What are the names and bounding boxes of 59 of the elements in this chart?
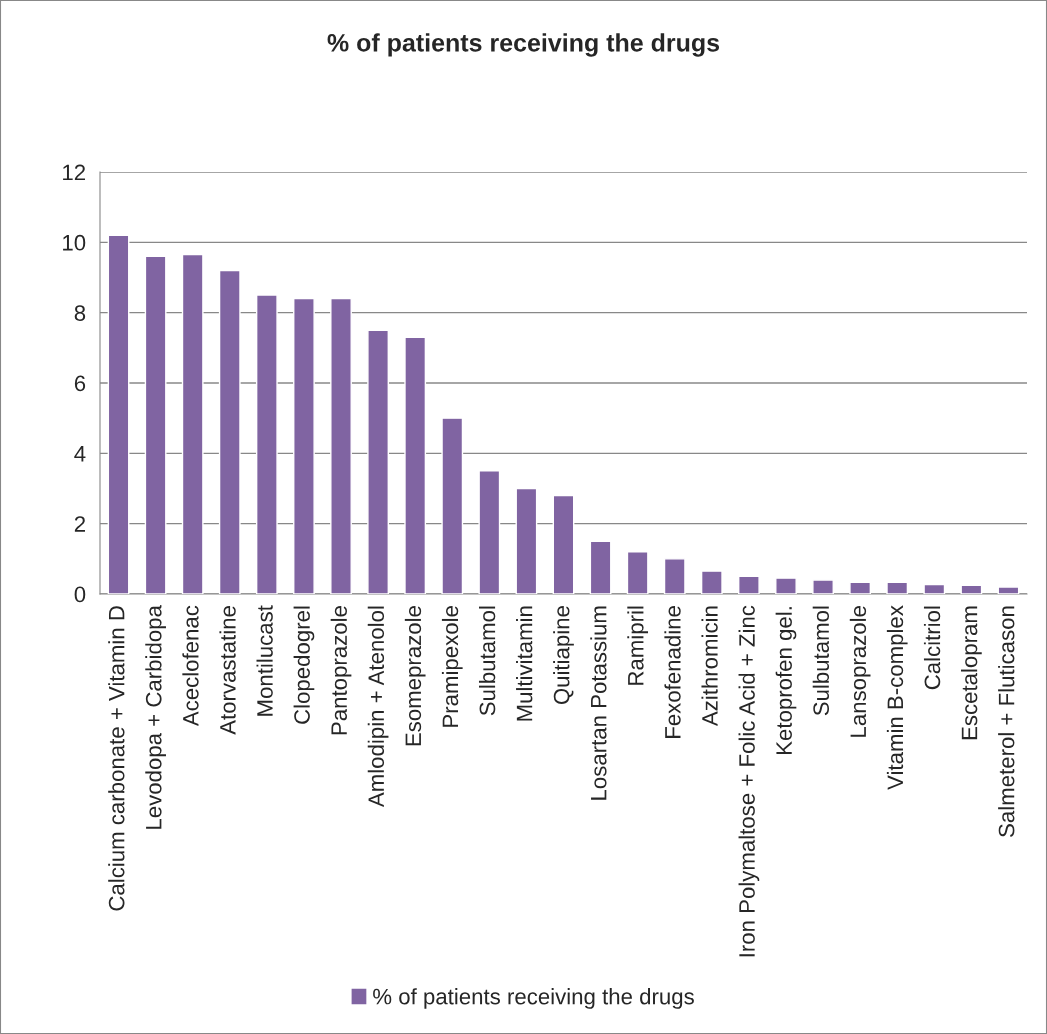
x-tick-label: Multivitamin bbox=[516, 606, 533, 721]
x-tick-label: Sulbutamol bbox=[812, 606, 830, 716]
y-tick-label: 6 bbox=[74, 375, 86, 392]
y-tick-label: 2 bbox=[74, 516, 85, 532]
bar bbox=[367, 329, 389, 594]
legend-label: % of patients receiving the drugs bbox=[373, 988, 694, 1009]
x-tick-label: Calcitriol bbox=[923, 606, 941, 690]
bar bbox=[700, 570, 723, 594]
x-tick-label: Ramipril bbox=[627, 606, 649, 685]
x-tick-label: Escetalopram bbox=[961, 606, 982, 740]
x-tick-label: Quitiapine bbox=[553, 606, 574, 705]
y-tick-label: 8 bbox=[74, 305, 86, 321]
x-tick-label: Levodopa + Carbidopa bbox=[145, 605, 166, 829]
x-tick-label: Calcium carbonate + Vitamin D bbox=[108, 606, 125, 911]
bar bbox=[478, 470, 501, 594]
y-tick-label: 12 bbox=[63, 164, 85, 181]
bar bbox=[923, 583, 946, 594]
bar bbox=[107, 234, 130, 594]
x-tick-label: Azithromicin bbox=[701, 606, 718, 727]
bar bbox=[552, 494, 575, 594]
bar bbox=[626, 551, 649, 594]
bar bbox=[255, 294, 278, 594]
x-tick-label: Vitamin B-complex bbox=[886, 605, 908, 790]
x-tick-label: Salmeterol + Fluticason bbox=[998, 606, 1015, 837]
bar bbox=[886, 581, 909, 594]
x-tick-label: Esomeprazole bbox=[404, 606, 426, 746]
bar bbox=[997, 586, 1020, 594]
chart-title: % of patients receiving the drugs bbox=[327, 33, 720, 57]
x-tick-label: Aceclofenac bbox=[182, 605, 199, 727]
x-tick-label: Montilucast bbox=[256, 605, 273, 716]
bar bbox=[330, 297, 352, 594]
x-tick-label: Amlodipin + Atenolol bbox=[367, 606, 389, 808]
y-tick-label: 4 bbox=[74, 446, 86, 462]
y-tick-label: 10 bbox=[63, 234, 86, 251]
bar bbox=[144, 255, 167, 594]
x-tick-label: Iron Polymaltose + Folic Acid + Zinc bbox=[738, 605, 760, 957]
x-tick-label: Sulbutamol bbox=[478, 606, 496, 716]
x-tick-label: Ketoprofen gel. bbox=[775, 607, 797, 754]
x-tick-label: Clopedogrel bbox=[293, 606, 315, 724]
bar bbox=[663, 558, 686, 594]
x-tick-label: Pantoprazole bbox=[330, 606, 352, 735]
bar bbox=[775, 577, 797, 594]
y-tick-label: 0 bbox=[74, 586, 86, 603]
bar bbox=[404, 336, 427, 594]
x-tick-label: Lansoprazole bbox=[849, 606, 871, 737]
x-tick-label: Losartan Potassium bbox=[590, 606, 607, 800]
bar bbox=[849, 581, 872, 594]
bar bbox=[515, 487, 538, 594]
bar bbox=[812, 579, 834, 594]
bar bbox=[293, 297, 315, 594]
bar bbox=[738, 575, 760, 594]
bar bbox=[218, 269, 241, 594]
bar bbox=[960, 584, 983, 594]
bar bbox=[181, 253, 204, 594]
x-tick-label: Atorvastatine bbox=[219, 606, 236, 735]
x-tick-label: Fexofenadine bbox=[664, 606, 681, 738]
x-tick-label: Pramipexole bbox=[441, 606, 463, 727]
bar bbox=[441, 417, 464, 594]
bar bbox=[589, 540, 612, 594]
